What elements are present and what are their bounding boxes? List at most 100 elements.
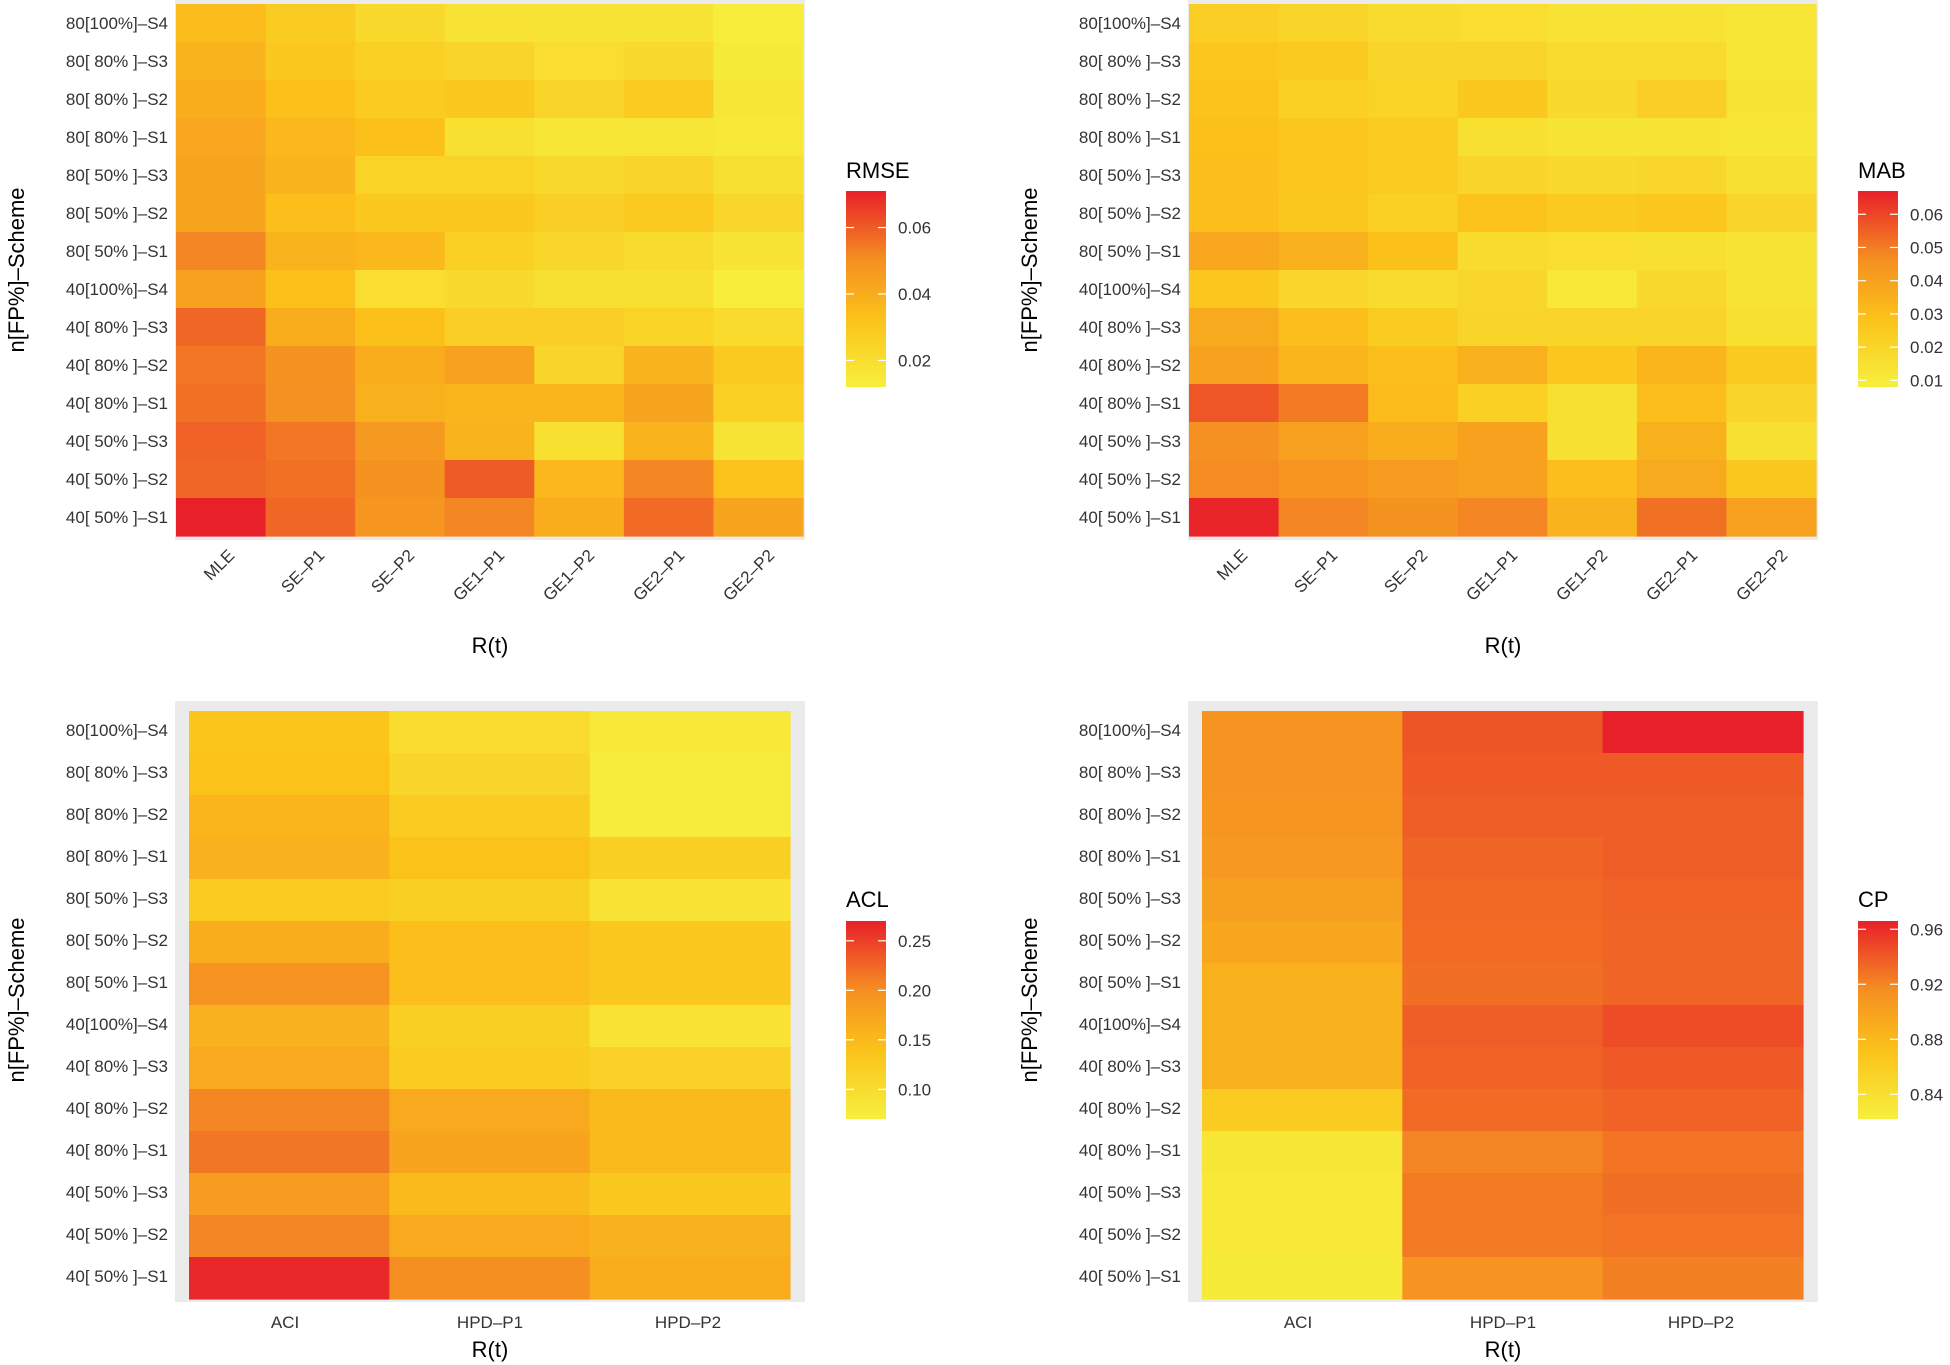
y-tick-label: 40[ 50% ]–S2 (1079, 1225, 1181, 1244)
heatmap-cell (1602, 1131, 1804, 1174)
heatmap-cell (444, 422, 535, 461)
y-tick-label: 40[ 80% ]–S1 (66, 394, 168, 413)
heatmap-cell (1602, 753, 1804, 796)
heatmap-cell (189, 1047, 390, 1090)
heatmap-cell (189, 753, 390, 796)
legend-tick-label: 0.01 (1910, 371, 1943, 390)
heatmap-cell (265, 80, 356, 119)
heatmap-cell (1457, 4, 1548, 43)
heatmap-cell (1278, 498, 1369, 537)
legend-colorbar (1858, 921, 1898, 1119)
heatmap-cell (1202, 1005, 1403, 1048)
heatmap-cell (589, 795, 791, 838)
heatmap-cell (1726, 4, 1817, 43)
heatmap-cells (176, 4, 804, 537)
heatmap-cell (1457, 270, 1548, 309)
heatmap-cell (1547, 80, 1638, 119)
heatmap-cell (589, 921, 791, 964)
heatmap-cell (355, 346, 446, 385)
heatmap-cell (265, 42, 356, 81)
heatmap-cell (623, 346, 715, 385)
x-tick-label: GE2–P1 (1642, 546, 1701, 605)
y-tick-label: 40[ 80% ]–S2 (1079, 356, 1181, 375)
heatmap-cell (534, 422, 625, 461)
y-tick-label: 40[100%]–S4 (1079, 1015, 1181, 1034)
heatmap-cell (1726, 384, 1817, 423)
heatmap-cell (1202, 1173, 1403, 1216)
heatmap-cell (1402, 1089, 1604, 1132)
heatmap-cell (713, 232, 804, 271)
heatmap-cell (176, 42, 267, 81)
y-tick-label: 80[ 50% ]–S1 (1079, 242, 1181, 261)
legend-colorbar (1858, 191, 1898, 387)
heatmap-cell (1368, 460, 1459, 499)
heatmap-cell (176, 346, 267, 385)
heatmap-cell (1726, 460, 1817, 499)
y-tick-label: 40[ 80% ]–S2 (1079, 1099, 1181, 1118)
heatmap-cell (1602, 1089, 1804, 1132)
legend-title: RMSE (846, 158, 910, 183)
y-tick-label: 80[ 50% ]–S2 (66, 931, 168, 950)
heatmap-cell (534, 384, 625, 423)
y-tick-label: 80[ 80% ]–S1 (1079, 128, 1181, 147)
heatmap-cell (713, 498, 804, 537)
legend-colorbar (846, 921, 886, 1119)
color-legend: RMSE 0.02 0.04 0.06 (846, 158, 931, 387)
heatmap-cell (589, 1173, 791, 1216)
heatmap-cell (1547, 346, 1638, 385)
y-tick-label: 40[ 50% ]–S3 (1079, 432, 1181, 451)
y-tick-label: 80[ 80% ]–S3 (1079, 52, 1181, 71)
x-axis-title: R(t) (1485, 1337, 1522, 1362)
heatmap-cell (444, 42, 535, 81)
heatmap-cell (1278, 384, 1369, 423)
heatmap-cell (1636, 80, 1728, 119)
legend-ticks: 0.01 0.02 0.03 0.04 0.05 0.06 (1858, 205, 1943, 390)
x-tick-labels: ACI HPD–P1 HPD–P2 (1284, 1313, 1734, 1332)
heatmap-cell (1602, 795, 1804, 838)
heatmap-cell (1547, 308, 1638, 347)
heatmap-cell (1602, 837, 1804, 880)
heatmap-cell (713, 308, 804, 347)
y-tick-labels: 80[100%]–S4 80[ 80% ]–S3 80[ 80% ]–S2 80… (1079, 721, 1181, 1286)
legend-tick-label: 0.06 (1910, 205, 1943, 224)
heatmap-cell (1368, 42, 1459, 81)
x-tick-label: GE2–P1 (629, 546, 688, 605)
heatmap-cell (713, 156, 804, 195)
heatmap-cell (534, 346, 625, 385)
heatmap-cell (355, 422, 446, 461)
y-axis-title: n[FP%]–Scheme (1017, 187, 1042, 352)
heatmap-cell (1602, 1257, 1804, 1300)
heatmap-cell (1726, 232, 1817, 271)
y-tick-label: 80[ 50% ]–S2 (1079, 931, 1181, 950)
heatmap-cell (589, 963, 791, 1006)
legend-tick-label: 0.02 (1910, 338, 1943, 357)
heatmap-cell (265, 118, 356, 157)
heatmap-cell (176, 460, 267, 499)
heatmap-cell (1457, 194, 1548, 233)
y-tick-label: 80[100%]–S4 (1079, 721, 1181, 740)
heatmap-cell (534, 80, 625, 119)
heatmap-cell (389, 711, 591, 754)
x-tick-label: SE–P1 (277, 546, 328, 597)
heatmap-cell (1402, 921, 1604, 964)
heatmap-cell (1202, 1131, 1403, 1174)
heatmap-cells (1202, 711, 1804, 1300)
x-tick-labels: MLE SE–P1 SE–P2 GE1–P1 GE1–P2 GE2–P1 GE2… (200, 546, 778, 605)
y-tick-label: 40[ 80% ]–S3 (1079, 1057, 1181, 1076)
panel-mab: 80[100%]–S4 80[ 80% ]–S3 80[ 80% ]–S2 80… (1017, 0, 1943, 658)
y-tick-label: 40[ 50% ]–S3 (66, 1183, 168, 1202)
heatmap-cell (265, 4, 356, 43)
y-tick-labels: 80[100%]–S4 80[ 80% ]–S3 80[ 80% ]–S2 80… (66, 721, 168, 1286)
y-tick-label: 40[ 50% ]–S1 (1079, 1267, 1181, 1286)
heatmap-cell (1278, 346, 1369, 385)
legend-ticks: 0.02 0.04 0.06 (846, 219, 931, 370)
x-tick-label: ACI (271, 1313, 299, 1332)
heatmap-cell (1368, 346, 1459, 385)
legend-title: MAB (1858, 158, 1906, 183)
heatmap-cell (1726, 308, 1817, 347)
heatmap-cell (1726, 194, 1817, 233)
heatmap-cell (534, 194, 625, 233)
heatmap-cell (444, 270, 535, 309)
legend-tick-label: 0.88 (1910, 1030, 1943, 1049)
heatmap-cell (1368, 384, 1459, 423)
